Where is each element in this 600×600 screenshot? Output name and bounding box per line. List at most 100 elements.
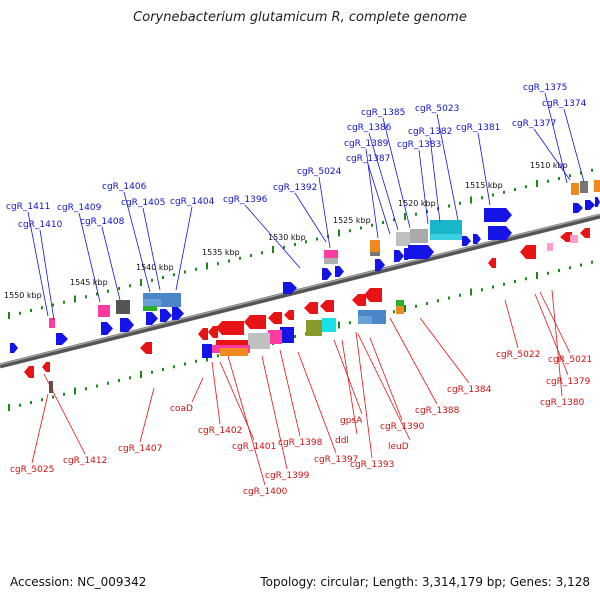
gene-block: [571, 183, 579, 195]
gene-arrow: [244, 315, 266, 329]
ruler-ticks: [8, 168, 593, 411]
gene-block: [396, 232, 410, 246]
ruler-tick: [8, 404, 10, 411]
gene-block: [143, 306, 157, 311]
gene-arrow: [216, 321, 244, 335]
gene-arrow: [520, 245, 536, 259]
ruler-label: 1535 kbp: [202, 248, 240, 257]
ruler-tick: [294, 243, 296, 246]
genome-summary: Topology: circular; Length: 3,314,179 bp…: [260, 575, 590, 589]
gene-arrow: [364, 288, 382, 302]
ruler-label: 1550 kbp: [4, 291, 42, 300]
bottom-gene-label: cgR_1407: [118, 444, 162, 454]
ruler-tick: [63, 392, 65, 396]
bottom-label-leader: [297, 351, 337, 454]
gene-block: [547, 243, 553, 251]
bottom-label-leader: [191, 377, 204, 403]
top-label-leader: [39, 229, 55, 321]
gene-arrow: [42, 362, 50, 372]
ruler-label: 1520 kbp: [398, 199, 436, 208]
ruler-tick: [547, 271, 549, 275]
gene-block: [396, 300, 404, 306]
bottom-gene-label: cgR_1402: [198, 426, 242, 436]
ruler-tick: [41, 398, 43, 402]
bottom-label-leader: [261, 355, 288, 470]
top-label-leader: [418, 149, 429, 225]
gene-arrow: [462, 236, 471, 246]
bottom-label-leader: [534, 293, 569, 376]
bottom-label-leader: [333, 339, 363, 415]
gene-arrow: [375, 259, 385, 271]
ruler-tick: [525, 185, 527, 189]
ruler-tick: [74, 295, 76, 303]
ruler-tick: [129, 376, 131, 380]
gene-block: [430, 220, 462, 234]
ruler-label: 1510 kbp: [530, 161, 568, 170]
top-label-leader: [436, 113, 459, 221]
gene-block: [324, 250, 338, 258]
top-gene-label: cgR_1405: [121, 198, 165, 208]
top-label-leader: [477, 132, 491, 206]
gene-arrow: [580, 228, 590, 238]
top-gene-label: cgR_1389: [344, 139, 389, 149]
top-label-leader: [123, 191, 151, 293]
gene-arrow: [208, 326, 218, 338]
gene-arrow: [268, 312, 282, 324]
bottom-label-leader: [279, 349, 301, 437]
gene-arrow: [394, 250, 404, 262]
bottom-gene-label: ddl: [335, 436, 349, 446]
top-gene-label: cgR_1408: [80, 217, 125, 227]
ruler-tick: [162, 276, 164, 279]
bottom-gene-label: cgR_1401: [232, 442, 276, 452]
ruler-tick: [514, 188, 516, 191]
ruler-tick: [250, 254, 252, 257]
ruler-tick: [41, 306, 43, 310]
ruler-label: 1525 kbp: [333, 216, 371, 225]
ruler-tick: [371, 223, 373, 227]
top-labels: cgR_1375 cgR_1374 cgR_1377 cgR_1381 cgR_5023…: [6, 83, 587, 230]
ruler-tick: [349, 321, 351, 325]
gene-block: [306, 320, 322, 336]
bottom-gene-label: cgR_1384: [447, 385, 492, 395]
top-label-leaders: [27, 92, 585, 321]
ruler-tick: [514, 280, 516, 283]
gene-block: [370, 240, 380, 252]
ruler-tick: [85, 295, 87, 299]
top-gene-label: cgR_1411: [6, 202, 50, 212]
ruler-tick: [426, 302, 428, 305]
ruler-tick: [151, 278, 153, 282]
bottom-gene-label: cgR_1412: [63, 456, 107, 466]
ruler-tick: [591, 168, 593, 172]
top-label-leader: [78, 212, 101, 303]
gene-block: [280, 327, 294, 343]
bottom-gene-label: cgR_1379: [546, 377, 591, 387]
bottom-label-leader: [357, 333, 411, 441]
top-gene-label: cgR_1381: [456, 123, 500, 133]
ruler-tick: [382, 221, 384, 224]
top-label-leader: [544, 92, 568, 184]
bottom-label-leader: [369, 337, 403, 421]
ruler-label: 1545 kbp: [70, 278, 108, 287]
ruler-tick: [305, 240, 307, 244]
bottom-label-leader: [211, 361, 221, 425]
gene-arrow: [320, 300, 334, 312]
bottom-gene-label: cgR_1397: [314, 455, 358, 465]
gene-arrow: [56, 333, 68, 345]
top-gene-label: cgR_5024: [297, 167, 342, 177]
bottom-gene-label: cgR_5022: [496, 350, 540, 360]
ruler-tick: [107, 381, 109, 385]
top-gene-label: cgR_1375: [523, 83, 567, 93]
bottom-gene-label: leuD: [388, 442, 409, 452]
ruler-tick: [52, 303, 54, 307]
ruler-tick: [261, 251, 263, 255]
ruler-tick: [404, 213, 406, 220]
ruler-tick: [404, 305, 406, 312]
ruler-tick: [470, 288, 472, 296]
ruler-tick: [558, 269, 560, 272]
ruler-tick: [129, 284, 131, 288]
ruler-tick: [151, 370, 153, 374]
ruler-tick: [360, 226, 362, 230]
ruler-tick: [393, 310, 395, 314]
ruler-label: 1540 kbp: [136, 263, 174, 272]
gene-block: [396, 306, 404, 314]
